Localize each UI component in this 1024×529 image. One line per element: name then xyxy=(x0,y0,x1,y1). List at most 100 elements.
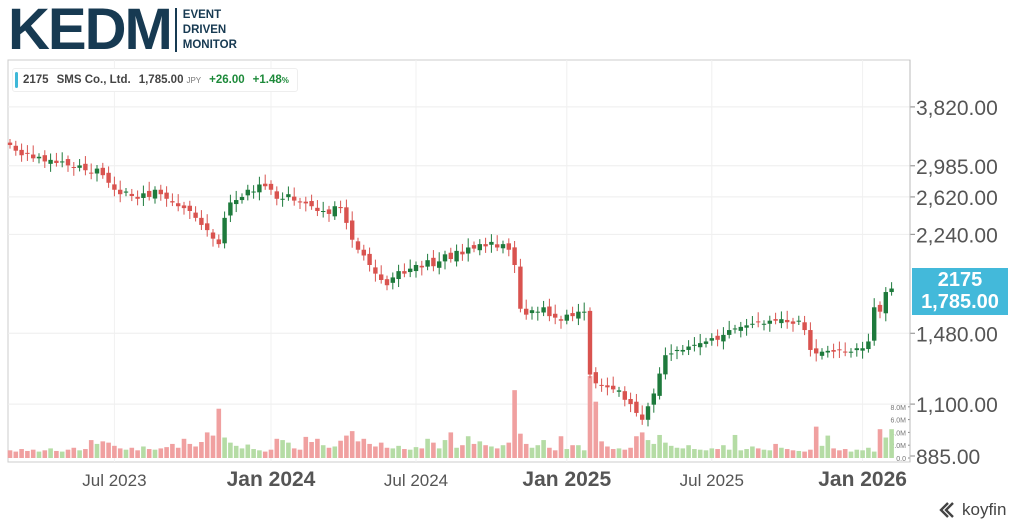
volume-bar xyxy=(407,449,413,458)
volume-bar xyxy=(141,446,146,458)
candle-body xyxy=(831,350,836,352)
candle-body xyxy=(65,159,71,166)
volume-bar xyxy=(187,443,193,458)
candle-body xyxy=(19,149,24,156)
candle-body xyxy=(535,311,540,313)
volume-bar xyxy=(210,435,216,458)
candle-body xyxy=(582,311,587,313)
volume-bar xyxy=(30,449,36,458)
y-tick-label: 1,480.00 xyxy=(916,323,998,346)
candle-body xyxy=(889,288,894,293)
volume-bar xyxy=(605,446,610,458)
candle-body xyxy=(489,241,494,245)
volume-bar xyxy=(309,442,314,458)
volume-bar xyxy=(721,445,726,458)
candle-body xyxy=(396,271,401,280)
legend-currency: JPY xyxy=(186,75,202,85)
candle-body xyxy=(495,244,500,248)
candle-body xyxy=(825,350,830,353)
volume-bar xyxy=(715,449,720,458)
volume-bar xyxy=(802,451,807,458)
volume-bar xyxy=(181,438,187,458)
candle-body xyxy=(292,196,297,201)
x-tick-label: Jan 2026 xyxy=(818,468,907,491)
volume-bar xyxy=(755,448,761,458)
legend-change-pct: +1.48% xyxy=(253,74,289,86)
candle-body xyxy=(274,191,279,199)
volume-bar xyxy=(257,450,262,458)
volume-bar xyxy=(697,449,703,458)
legend-ticker: 2175 xyxy=(23,74,49,86)
volume-bar xyxy=(367,443,372,458)
candle-body xyxy=(402,271,407,274)
x-tick-label: Jul 2025 xyxy=(680,471,744,490)
volume-bar xyxy=(477,441,483,458)
volume-bar xyxy=(378,442,384,458)
candle-body xyxy=(234,200,239,205)
volume-bar xyxy=(436,448,442,458)
candle-body xyxy=(123,191,129,193)
candle-body xyxy=(355,241,361,250)
candle-body xyxy=(466,247,471,254)
volume-bar xyxy=(112,445,117,458)
volume-bar xyxy=(233,445,239,458)
candle-body xyxy=(640,414,645,420)
volume-bar xyxy=(512,390,517,458)
candle-body xyxy=(732,328,738,330)
volume-bar xyxy=(860,450,865,458)
volume-bar xyxy=(390,448,396,458)
plot-frame xyxy=(7,59,911,463)
volume-bar xyxy=(871,451,877,458)
volume-bar xyxy=(593,401,599,458)
candle-body xyxy=(321,211,326,213)
volume-bar xyxy=(135,450,140,458)
volume-bar xyxy=(344,435,349,458)
candle-body xyxy=(796,320,801,322)
candle-body xyxy=(135,196,140,199)
volume-bar xyxy=(216,408,222,458)
candle-body xyxy=(587,310,593,375)
volume-bar xyxy=(610,449,616,458)
volume-bar xyxy=(819,445,825,458)
candle-body xyxy=(42,155,47,162)
volume-bar xyxy=(506,442,512,458)
candle-body xyxy=(541,307,546,313)
volume-bar xyxy=(489,446,494,458)
candle-body xyxy=(205,223,210,231)
candle-body xyxy=(570,313,575,317)
volume-bar xyxy=(639,432,645,458)
candle-body xyxy=(25,152,30,154)
volume-bar xyxy=(692,449,697,458)
volume-bar xyxy=(837,450,842,458)
candle-body xyxy=(471,245,477,249)
volume-bar xyxy=(558,436,564,458)
candle-body xyxy=(518,266,523,309)
volume-bar xyxy=(628,447,633,458)
candle-body xyxy=(773,319,778,321)
volume-bar xyxy=(616,448,622,458)
candle-body xyxy=(129,193,134,197)
candle-body xyxy=(698,343,703,348)
volume-bar xyxy=(709,448,715,458)
candle-body xyxy=(31,154,36,159)
volume-bar xyxy=(767,450,773,458)
candle-body xyxy=(448,252,453,260)
candle-body xyxy=(872,307,877,341)
candle-body xyxy=(83,163,88,171)
volume-bar xyxy=(576,445,581,458)
volume-bar xyxy=(442,440,448,458)
koyfin-icon xyxy=(939,502,954,518)
candle-body xyxy=(779,319,784,324)
candle-body xyxy=(437,261,442,268)
volume-bar xyxy=(268,449,274,458)
chart-legend[interactable]: 2175 SMS Co., Ltd. 1,785.00 JPY +26.00 +… xyxy=(12,68,298,92)
volume-bar xyxy=(465,436,471,458)
candle-body xyxy=(431,257,436,267)
legend-company: SMS Co., Ltd. xyxy=(56,74,131,86)
candle-body xyxy=(315,207,320,212)
volume-bar xyxy=(71,447,77,458)
volume-bar xyxy=(303,436,309,458)
volume-bar xyxy=(448,432,454,458)
volume-bar xyxy=(402,449,407,458)
